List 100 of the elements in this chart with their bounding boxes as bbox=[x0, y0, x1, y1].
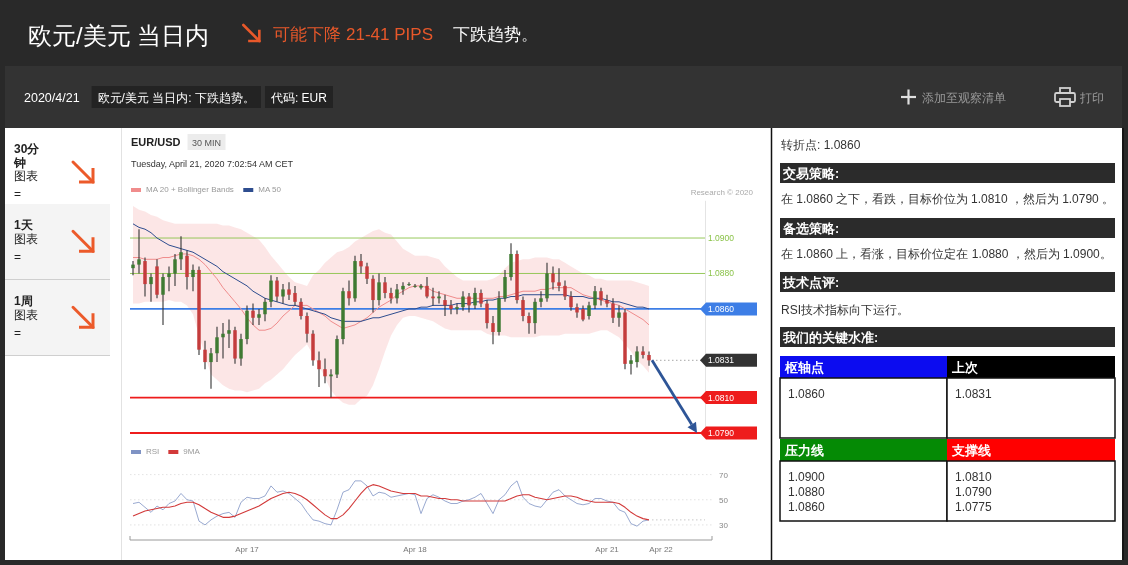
candlestick bbox=[149, 272, 153, 303]
y-tick-label: 1.0900 bbox=[708, 233, 735, 244]
candlestick bbox=[239, 333, 243, 367]
text: 下跌趋势。 bbox=[453, 25, 538, 44]
candlestick bbox=[167, 265, 171, 292]
candlestick bbox=[161, 272, 165, 326]
y-tick-label: 1.0810 bbox=[708, 392, 735, 403]
x-tick-label: Apr 22 bbox=[649, 545, 674, 554]
line-series bbox=[132, 484, 650, 521]
candlestick bbox=[359, 253, 363, 275]
text: 在 1.0860 之下，看跌，目标价位为 1.0810 ，然后为 1.0790 。 bbox=[781, 192, 1116, 206]
y-tick-label: 1.0860 bbox=[708, 303, 735, 314]
candlestick bbox=[527, 311, 531, 335]
text: 欧元/美元 当日内 bbox=[28, 22, 210, 49]
y-tick-label: 1.0880 bbox=[708, 268, 735, 279]
candlestick bbox=[605, 294, 609, 308]
candlestick bbox=[179, 235, 183, 271]
candlestick bbox=[317, 350, 321, 388]
candlestick bbox=[485, 299, 489, 329]
candlestick bbox=[281, 283, 285, 305]
candlestick bbox=[557, 267, 561, 292]
candlestick bbox=[449, 299, 453, 315]
candlestick bbox=[539, 290, 543, 308]
text: = bbox=[14, 187, 22, 201]
candlestick bbox=[215, 326, 219, 363]
candlestick bbox=[533, 297, 537, 335]
candlestick bbox=[593, 285, 597, 310]
y-tick-label: 1.0831 bbox=[708, 355, 735, 366]
text: 压力线 bbox=[784, 444, 824, 458]
candlestick bbox=[569, 290, 573, 312]
candlestick bbox=[419, 283, 423, 290]
line-series bbox=[132, 480, 650, 527]
legend-label: RSI bbox=[146, 447, 160, 456]
candlestick bbox=[617, 304, 621, 328]
text: 1天 bbox=[14, 218, 34, 232]
candlestick bbox=[251, 303, 255, 326]
candlestick bbox=[221, 322, 225, 360]
candlestick bbox=[635, 345, 639, 368]
candlestick bbox=[521, 295, 525, 322]
chart-subtitle: Tuesday, April 21, 2020 7:02:54 AM CET bbox=[131, 159, 294, 169]
line-series bbox=[132, 223, 650, 322]
candlestick bbox=[407, 281, 411, 287]
candlestick bbox=[305, 311, 309, 344]
text: 打印 bbox=[1079, 91, 1104, 105]
text: = bbox=[14, 325, 22, 340]
text: 代码: EUR bbox=[269, 91, 328, 105]
candlestick bbox=[401, 281, 405, 296]
candlestick bbox=[551, 265, 555, 290]
candlestick bbox=[575, 303, 579, 319]
y-tick-label: 30 bbox=[719, 520, 729, 530]
text: 图表 bbox=[14, 307, 38, 322]
chart-title: EUR/USD bbox=[131, 136, 181, 148]
line-series bbox=[132, 253, 650, 331]
candlestick bbox=[467, 292, 471, 314]
candlestick bbox=[647, 350, 651, 367]
text: 支撑线 bbox=[951, 444, 991, 458]
text: 在 1.0860 上，看涨，目标价位定在 1.0880 ，然后为 1.0900。 bbox=[781, 247, 1112, 261]
candlestick bbox=[299, 297, 303, 321]
candlestick bbox=[269, 274, 273, 308]
text: 可能下降 21-41 PIPS bbox=[273, 25, 434, 44]
candlestick bbox=[323, 358, 327, 384]
y-tick-label: 1.0790 bbox=[708, 428, 735, 438]
candlestick bbox=[641, 345, 645, 360]
text: 转折点: 1.0860 bbox=[781, 138, 861, 152]
text: 1.0831 bbox=[955, 387, 993, 401]
candlestick bbox=[443, 294, 447, 317]
legend-label: MA 50 bbox=[258, 185, 282, 194]
legend-label: MA 20 + Bollinger Bands bbox=[146, 185, 234, 194]
candlestick bbox=[611, 297, 615, 324]
candlestick bbox=[263, 297, 267, 322]
candlestick bbox=[461, 290, 465, 312]
y-tick-label: 70 bbox=[719, 470, 729, 480]
candlestick bbox=[413, 283, 417, 289]
candlestick bbox=[455, 303, 459, 315]
text: = bbox=[14, 249, 22, 264]
text: 2020/4/21 bbox=[24, 91, 80, 105]
candlestick bbox=[257, 308, 261, 326]
candlestick bbox=[365, 262, 369, 285]
text: 30分钟 bbox=[13, 142, 41, 170]
candlestick bbox=[293, 285, 297, 306]
text: 交易策略: bbox=[782, 165, 840, 181]
text: 1周 bbox=[14, 294, 33, 308]
candlestick bbox=[347, 280, 351, 306]
candlestick bbox=[173, 253, 177, 287]
text: Research © 2020 bbox=[690, 188, 754, 197]
candlestick bbox=[137, 228, 141, 275]
text: 1.0900 1.0880 1.0860 bbox=[788, 470, 826, 514]
candlestick bbox=[473, 287, 477, 310]
x-tick-label: Apr 17 bbox=[235, 545, 260, 554]
text: 30 MIN bbox=[192, 138, 222, 148]
candlestick bbox=[143, 256, 147, 298]
candlestick bbox=[227, 319, 231, 349]
text: 技术点评: bbox=[782, 274, 840, 290]
candlestick bbox=[209, 347, 213, 390]
candlestick bbox=[191, 264, 195, 292]
text: 1.0810 1.0790 1.0775 bbox=[955, 470, 993, 514]
x-tick-label: Apr 21 bbox=[595, 545, 620, 554]
text: 欧元/美元 当日内: 下跌趋势。 bbox=[97, 91, 255, 105]
text: 1.0860 bbox=[788, 387, 826, 401]
candlestick bbox=[509, 242, 513, 282]
